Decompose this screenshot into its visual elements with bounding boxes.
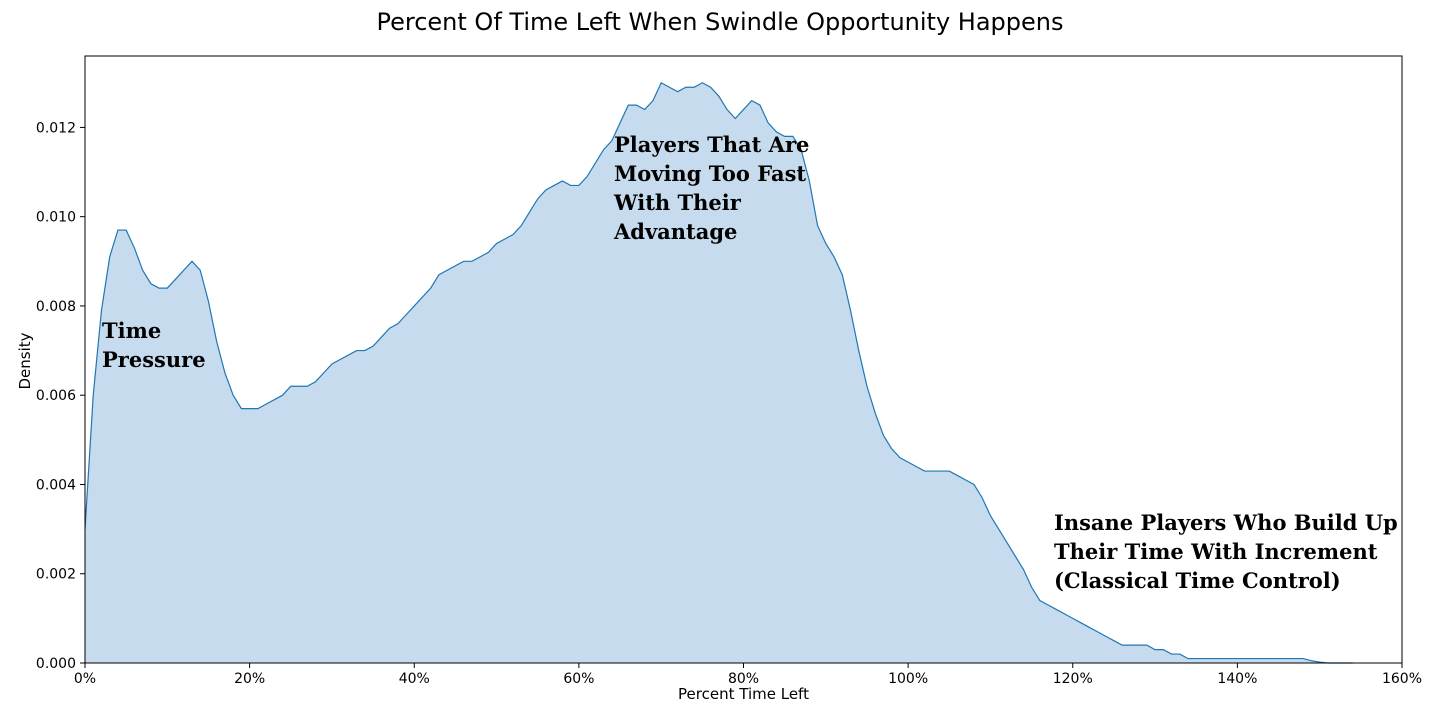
y-tick-label: 0.002 [36,567,76,583]
x-tick-label: 20% [234,671,265,687]
x-tick-label: 160% [1382,671,1422,687]
y-tick-label: 0.004 [36,477,76,493]
x-tick-label: 60% [563,671,594,687]
plot-frame [84,55,1403,664]
density-area [85,82,1353,663]
y-tick-label: 0.000 [36,656,76,672]
x-tick-label: 40% [399,671,430,687]
x-tick-label: 80% [728,671,759,687]
x-axis-label: Percent Time Left [678,685,809,703]
chart-title: Percent Of Time Left When Swindle Opport… [376,8,1064,36]
y-tick-label: 0.012 [36,120,76,136]
y-axis-label: Density [16,332,34,390]
x-tick-label: 100% [888,671,928,687]
y-tick-label: 0.008 [36,299,76,315]
y-tick-label: 0.010 [36,210,76,226]
annotation-time-pressure: Time Pressure [102,318,206,372]
x-tick-label: 140% [1217,671,1257,687]
y-tick-label: 0.006 [36,388,76,404]
annotation-insane-players: Insane Players Who Build Up Their Time W… [1054,510,1398,593]
area-layer [84,81,1353,664]
annotation-moving-too-fast: Players That Are Moving Too Fast With Th… [614,132,810,244]
x-tick-label: 120% [1053,671,1093,687]
x-axis: 0% 20% 40% 60% 80% 100% 120% 140% 160% [74,663,1422,687]
y-axis: 0.000 0.002 0.004 0.006 0.008 0.010 0.012 [36,120,85,672]
x-tick-label: 0% [74,671,96,687]
density-line [84,81,1353,664]
